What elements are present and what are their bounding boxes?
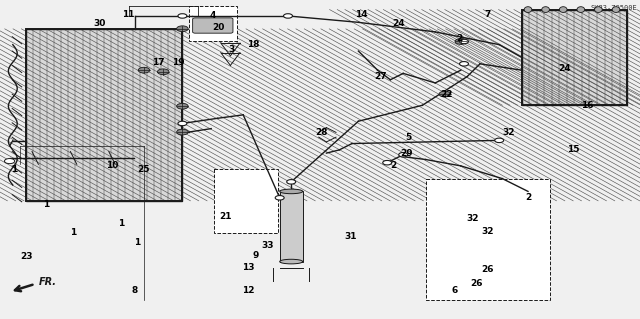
Text: 1: 1 [118, 219, 125, 228]
Bar [26, 29, 182, 201]
Text: 19: 19 [172, 58, 184, 67]
Text: 27: 27 [374, 72, 387, 81]
Circle shape [177, 129, 188, 135]
Text: 32: 32 [502, 128, 515, 137]
FancyBboxPatch shape [193, 18, 233, 33]
Bar [189, 6, 237, 41]
Text: 15: 15 [566, 145, 579, 154]
Text: 1: 1 [11, 165, 17, 174]
Text: 17: 17 [152, 58, 165, 67]
Text: 2: 2 [456, 34, 463, 43]
Circle shape [157, 69, 169, 75]
Circle shape [460, 62, 468, 66]
Text: 21: 21 [219, 212, 232, 221]
Circle shape [383, 160, 392, 165]
Text: 1: 1 [70, 228, 77, 237]
Ellipse shape [280, 259, 303, 264]
Text: 20: 20 [212, 23, 225, 32]
Text: 5: 5 [405, 133, 412, 142]
Circle shape [399, 152, 408, 157]
Text: 32: 32 [481, 227, 494, 236]
Circle shape [287, 180, 296, 184]
Text: 10: 10 [106, 161, 118, 170]
Circle shape [495, 138, 504, 143]
Text: 9: 9 [253, 251, 259, 260]
Text: 1: 1 [134, 238, 141, 247]
Text: 3: 3 [228, 45, 235, 54]
Text: 23: 23 [20, 252, 33, 261]
Text: 30: 30 [93, 19, 106, 28]
Circle shape [4, 159, 15, 164]
Circle shape [177, 26, 188, 32]
Text: 26: 26 [470, 279, 483, 288]
Circle shape [177, 103, 188, 109]
Text: 22: 22 [440, 90, 453, 99]
Text: 25: 25 [138, 165, 150, 174]
Text: 33: 33 [261, 241, 274, 250]
Text: 4: 4 [209, 11, 216, 20]
Bar [26, 29, 182, 201]
Text: 24: 24 [392, 19, 404, 28]
Text: 26: 26 [481, 265, 494, 274]
Text: 18: 18 [246, 40, 259, 49]
Circle shape [138, 67, 150, 73]
Bar [426, 179, 550, 300]
Bar [522, 10, 627, 105]
Bar [280, 191, 303, 262]
Text: 11: 11 [122, 10, 134, 19]
Text: 12: 12 [242, 286, 255, 295]
Ellipse shape [577, 7, 585, 12]
Ellipse shape [612, 7, 620, 12]
Text: 32: 32 [466, 214, 479, 223]
Circle shape [178, 14, 187, 18]
Circle shape [275, 196, 284, 200]
Circle shape [284, 14, 292, 18]
Text: 16: 16 [581, 101, 594, 110]
Bar [522, 10, 627, 105]
Text: 2: 2 [390, 161, 397, 170]
Bar [214, 169, 278, 233]
Text: 31: 31 [344, 232, 357, 241]
Text: FR.: FR. [38, 277, 56, 287]
Ellipse shape [280, 189, 303, 194]
Text: 8: 8 [131, 286, 138, 295]
Text: 28: 28 [315, 128, 328, 137]
Text: 1: 1 [43, 200, 49, 209]
Text: SK83-Z0500E: SK83-Z0500E [590, 5, 637, 11]
Circle shape [455, 39, 467, 44]
Ellipse shape [559, 7, 567, 12]
Ellipse shape [541, 7, 549, 12]
Text: 13: 13 [242, 263, 255, 272]
Text: 24: 24 [558, 64, 571, 73]
Text: 2: 2 [525, 193, 531, 202]
Circle shape [439, 91, 451, 97]
Text: 14: 14 [355, 10, 368, 19]
Circle shape [178, 121, 187, 126]
Text: 7: 7 [484, 10, 491, 19]
Circle shape [460, 39, 468, 44]
Text: 29: 29 [400, 149, 413, 158]
Ellipse shape [524, 7, 532, 12]
Text: 6: 6 [451, 286, 458, 295]
Ellipse shape [595, 7, 602, 12]
